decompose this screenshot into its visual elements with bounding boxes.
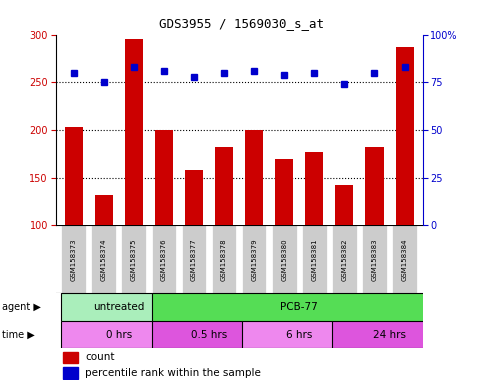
Bar xyxy=(63,367,78,379)
Text: count: count xyxy=(85,352,114,362)
Bar xyxy=(302,225,327,293)
Bar xyxy=(392,225,417,293)
Bar xyxy=(185,170,203,225)
Bar xyxy=(332,321,447,348)
Bar xyxy=(61,321,176,348)
Bar xyxy=(155,130,173,225)
Text: GSM158374: GSM158374 xyxy=(100,238,107,281)
Bar xyxy=(212,225,236,293)
Bar xyxy=(272,225,297,293)
Bar xyxy=(61,225,86,293)
Bar xyxy=(332,225,356,293)
Bar xyxy=(91,225,116,293)
Text: GSM158384: GSM158384 xyxy=(401,238,408,281)
Text: 0.5 hrs: 0.5 hrs xyxy=(191,329,227,339)
Bar xyxy=(242,225,267,293)
Text: GSM158381: GSM158381 xyxy=(312,238,317,281)
Text: GSM158377: GSM158377 xyxy=(191,238,197,281)
Bar xyxy=(242,321,356,348)
Text: GSM158378: GSM158378 xyxy=(221,238,227,281)
Text: 0 hrs: 0 hrs xyxy=(106,329,132,339)
Bar xyxy=(95,195,113,225)
Bar xyxy=(61,293,176,321)
Bar xyxy=(362,225,387,293)
Bar xyxy=(65,127,83,225)
Bar xyxy=(182,225,206,293)
Bar xyxy=(122,225,146,293)
Text: GSM158379: GSM158379 xyxy=(251,238,257,281)
Bar xyxy=(396,47,413,225)
Bar xyxy=(63,351,78,362)
Text: GSM158375: GSM158375 xyxy=(131,238,137,281)
Bar xyxy=(125,39,143,225)
Bar xyxy=(335,185,354,225)
Text: GSM158382: GSM158382 xyxy=(341,238,347,281)
Bar xyxy=(215,147,233,225)
Bar xyxy=(275,159,293,225)
Text: GDS3955 / 1569030_s_at: GDS3955 / 1569030_s_at xyxy=(159,17,324,30)
Text: GSM158383: GSM158383 xyxy=(371,238,378,281)
Text: percentile rank within the sample: percentile rank within the sample xyxy=(85,368,261,378)
Bar xyxy=(152,225,176,293)
Bar xyxy=(245,130,263,225)
Text: agent ▶: agent ▶ xyxy=(2,302,41,312)
Bar xyxy=(366,147,384,225)
Text: untreated: untreated xyxy=(93,302,144,312)
Bar xyxy=(305,152,323,225)
Text: 6 hrs: 6 hrs xyxy=(286,329,313,339)
Text: GSM158373: GSM158373 xyxy=(71,238,77,281)
Bar xyxy=(152,321,267,348)
Text: GSM158376: GSM158376 xyxy=(161,238,167,281)
Text: PCB-77: PCB-77 xyxy=(281,302,318,312)
Text: 24 hrs: 24 hrs xyxy=(373,329,406,339)
Text: GSM158380: GSM158380 xyxy=(281,238,287,281)
Bar xyxy=(152,293,447,321)
Text: time ▶: time ▶ xyxy=(2,329,35,339)
